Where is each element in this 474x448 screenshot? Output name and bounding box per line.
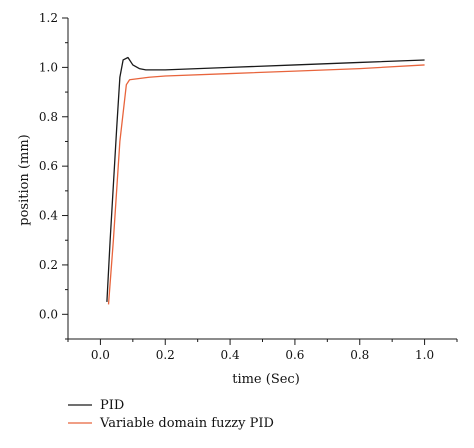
y-tick-label: 0.2 xyxy=(39,258,58,272)
series-group xyxy=(106,56,425,305)
x-tick-label: 0.8 xyxy=(350,348,369,362)
legend-label-pid: PID xyxy=(100,398,124,413)
legend-label-fuzzy-pid: Variable domain fuzzy PID xyxy=(99,416,274,431)
y-tick-label: 1.0 xyxy=(39,60,58,74)
axes-group: 0.0 0.2 0.4 0.6 0.8 1.0 0.0 0.2 0.4 0.6 0.8 1.0 1.2 xyxy=(39,11,458,362)
x-tick-label: 0.2 xyxy=(156,348,175,362)
y-tick-label: 0.4 xyxy=(39,209,58,223)
y-tick-label: 0.8 xyxy=(39,110,58,124)
x-tick-label: 0.4 xyxy=(221,348,240,362)
y-axis-label: position (mm) xyxy=(17,134,32,226)
x-tick-label: 1.0 xyxy=(415,348,434,362)
x-tick-label: 0.0 xyxy=(91,348,110,362)
series-line-pid xyxy=(106,56,425,302)
y-tick-label: 1.2 xyxy=(39,11,58,25)
legend: PID Variable domain fuzzy PID xyxy=(68,398,274,431)
x-tick-label: 0.6 xyxy=(285,348,304,362)
x-axis-label: time (Sec) xyxy=(232,372,300,387)
series-line-fuzzy-pid xyxy=(107,64,425,305)
y-tick-label: 0.6 xyxy=(39,159,58,173)
y-tick-label: 0.0 xyxy=(39,307,58,321)
